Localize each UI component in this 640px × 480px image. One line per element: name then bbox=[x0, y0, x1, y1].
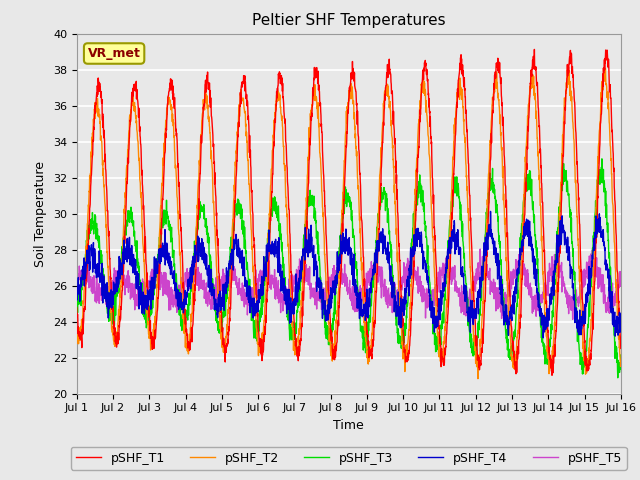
pSHF_T5 bbox=[365, 268, 372, 274]
pSHF_T5 bbox=[73, 285, 81, 291]
Title: Peltier SHF Temperatures: Peltier SHF Temperatures bbox=[252, 13, 445, 28]
Line: pSHF_T2: pSHF_T2 bbox=[77, 69, 621, 379]
pSHF_T3 bbox=[584, 323, 591, 328]
pSHF_T1 bbox=[507, 303, 515, 309]
pSHF_T4 bbox=[507, 314, 515, 320]
pSHF_T2 bbox=[365, 361, 372, 367]
pSHF_T1 bbox=[376, 202, 384, 208]
Line: pSHF_T1: pSHF_T1 bbox=[77, 49, 621, 375]
pSHF_T3 bbox=[376, 199, 384, 205]
pSHF_T2 bbox=[474, 376, 482, 382]
pSHF_T4 bbox=[225, 270, 232, 276]
pSHF_T4 bbox=[376, 239, 384, 244]
pSHF_T5 bbox=[584, 268, 592, 274]
pSHF_T2 bbox=[507, 346, 515, 351]
pSHF_T4 bbox=[617, 311, 625, 317]
X-axis label: Time: Time bbox=[333, 419, 364, 432]
Text: VR_met: VR_met bbox=[88, 47, 141, 60]
pSHF_T5 bbox=[225, 274, 232, 279]
Line: pSHF_T5: pSHF_T5 bbox=[77, 249, 621, 319]
Y-axis label: Soil Temperature: Soil Temperature bbox=[35, 161, 47, 266]
pSHF_T2 bbox=[602, 66, 609, 72]
pSHF_T1 bbox=[617, 346, 625, 351]
pSHF_T4 bbox=[73, 293, 81, 299]
pSHF_T1 bbox=[365, 342, 372, 348]
Legend: pSHF_T1, pSHF_T2, pSHF_T3, pSHF_T4, pSHF_T5: pSHF_T1, pSHF_T2, pSHF_T3, pSHF_T4, pSHF… bbox=[70, 447, 627, 469]
pSHF_T2 bbox=[376, 168, 384, 174]
pSHF_T2 bbox=[73, 335, 81, 341]
pSHF_T4 bbox=[540, 335, 547, 341]
pSHF_T1 bbox=[570, 72, 577, 78]
Line: pSHF_T3: pSHF_T3 bbox=[77, 159, 621, 378]
pSHF_T4 bbox=[365, 313, 372, 319]
pSHF_T1 bbox=[73, 305, 81, 311]
pSHF_T3 bbox=[225, 270, 232, 276]
pSHF_T1 bbox=[225, 332, 232, 338]
pSHF_T2 bbox=[584, 363, 592, 369]
pSHF_T5 bbox=[569, 316, 577, 322]
pSHF_T1 bbox=[531, 47, 538, 52]
pSHF_T5 bbox=[617, 278, 625, 284]
pSHF_T4 bbox=[486, 208, 494, 214]
pSHF_T3 bbox=[507, 352, 515, 358]
pSHF_T2 bbox=[617, 360, 625, 366]
pSHF_T3 bbox=[598, 156, 605, 162]
pSHF_T2 bbox=[225, 307, 232, 312]
Line: pSHF_T4: pSHF_T4 bbox=[77, 211, 621, 338]
pSHF_T2 bbox=[569, 120, 577, 126]
pSHF_T1 bbox=[548, 372, 556, 378]
pSHF_T5 bbox=[476, 246, 484, 252]
pSHF_T4 bbox=[584, 292, 592, 298]
pSHF_T3 bbox=[614, 375, 621, 381]
pSHF_T3 bbox=[617, 352, 625, 358]
pSHF_T5 bbox=[507, 269, 515, 275]
pSHF_T3 bbox=[569, 248, 577, 253]
pSHF_T4 bbox=[570, 281, 577, 287]
pSHF_T5 bbox=[376, 273, 384, 278]
pSHF_T3 bbox=[365, 325, 372, 331]
pSHF_T1 bbox=[584, 364, 592, 370]
pSHF_T5 bbox=[570, 297, 577, 302]
pSHF_T3 bbox=[73, 304, 81, 310]
